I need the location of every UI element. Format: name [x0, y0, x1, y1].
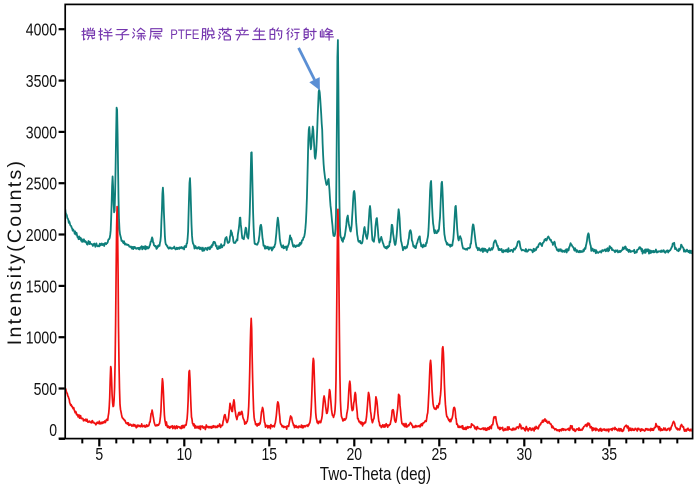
svg-text:15: 15: [261, 445, 277, 465]
svg-text:Two-Theta (deg): Two-Theta (deg): [320, 464, 431, 485]
svg-text:4000: 4000: [26, 20, 57, 40]
svg-text:1000: 1000: [26, 328, 57, 348]
svg-text:25: 25: [431, 445, 447, 465]
svg-text:PTFE: PTFE: [170, 27, 199, 42]
svg-text:3000: 3000: [26, 123, 57, 143]
svg-text:1500: 1500: [26, 277, 57, 297]
svg-text:500: 500: [34, 379, 57, 399]
svg-text:2500: 2500: [26, 174, 57, 194]
svg-text:35: 35: [601, 445, 617, 465]
svg-text:5: 5: [95, 445, 103, 465]
svg-text:20: 20: [346, 445, 362, 465]
svg-text:3500: 3500: [26, 71, 57, 91]
svg-text:10: 10: [176, 445, 192, 465]
svg-text:Intensity(Counts): Intensity(Counts): [4, 159, 26, 346]
svg-text:30: 30: [516, 445, 532, 465]
svg-text:0: 0: [49, 420, 57, 440]
svg-text:2000: 2000: [26, 225, 57, 245]
